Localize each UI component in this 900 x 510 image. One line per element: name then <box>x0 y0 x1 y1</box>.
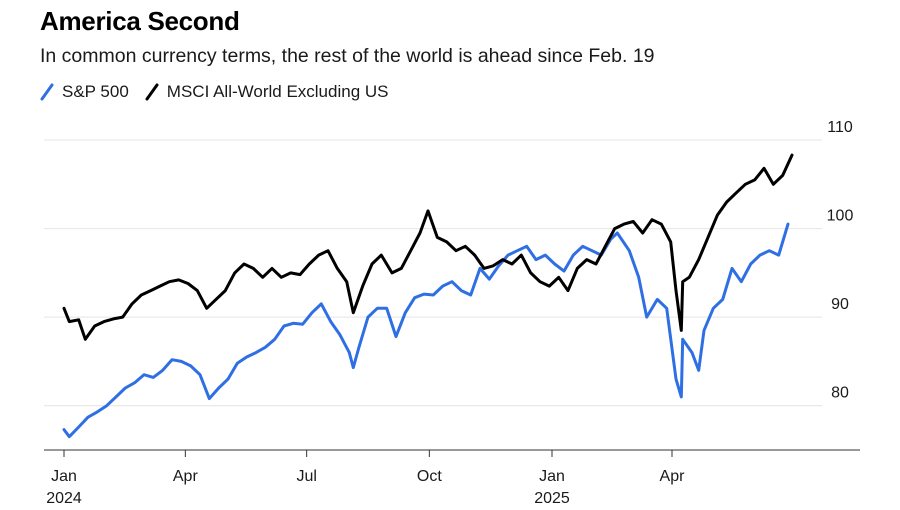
series-line-msci <box>62 153 794 341</box>
y-tick-label-90: 90 <box>831 296 849 313</box>
x-tick-label-5: Apr <box>660 468 686 485</box>
legend-label-sp500: S&P 500 <box>62 82 129 101</box>
legend-swatch-sp500 <box>40 83 54 101</box>
legend-label-msci: MSCI All-World Excluding US <box>166 82 389 101</box>
legend-item-sp500: S&P 500 <box>40 82 129 102</box>
x-tick-sublabel-4: 2025 <box>534 490 570 507</box>
x-tick-sublabel-0: 2024 <box>46 490 82 507</box>
chart-title: America Second <box>40 6 240 36</box>
x-tick-label-3: Oct <box>417 468 442 485</box>
legend-swatch-msci <box>145 83 159 101</box>
series-line-sp500 <box>62 222 790 439</box>
chart-subtitle: In common currency terms, the rest of th… <box>40 45 655 67</box>
y-tick-label-80: 80 <box>831 385 849 402</box>
x-tick-label-0: Jan <box>51 468 77 485</box>
x-tick-label-1: Apr <box>173 468 199 485</box>
x-tick-label-4: Jan <box>539 468 565 485</box>
x-tick-label-2: Jul <box>296 468 316 485</box>
y-tick-label-110: 110 <box>827 119 853 136</box>
y-tick-label-100: 100 <box>827 208 854 225</box>
legend: S&P 500 MSCI All-World Excluding US <box>40 82 405 102</box>
legend-item-msci: MSCI All-World Excluding US <box>145 82 389 102</box>
